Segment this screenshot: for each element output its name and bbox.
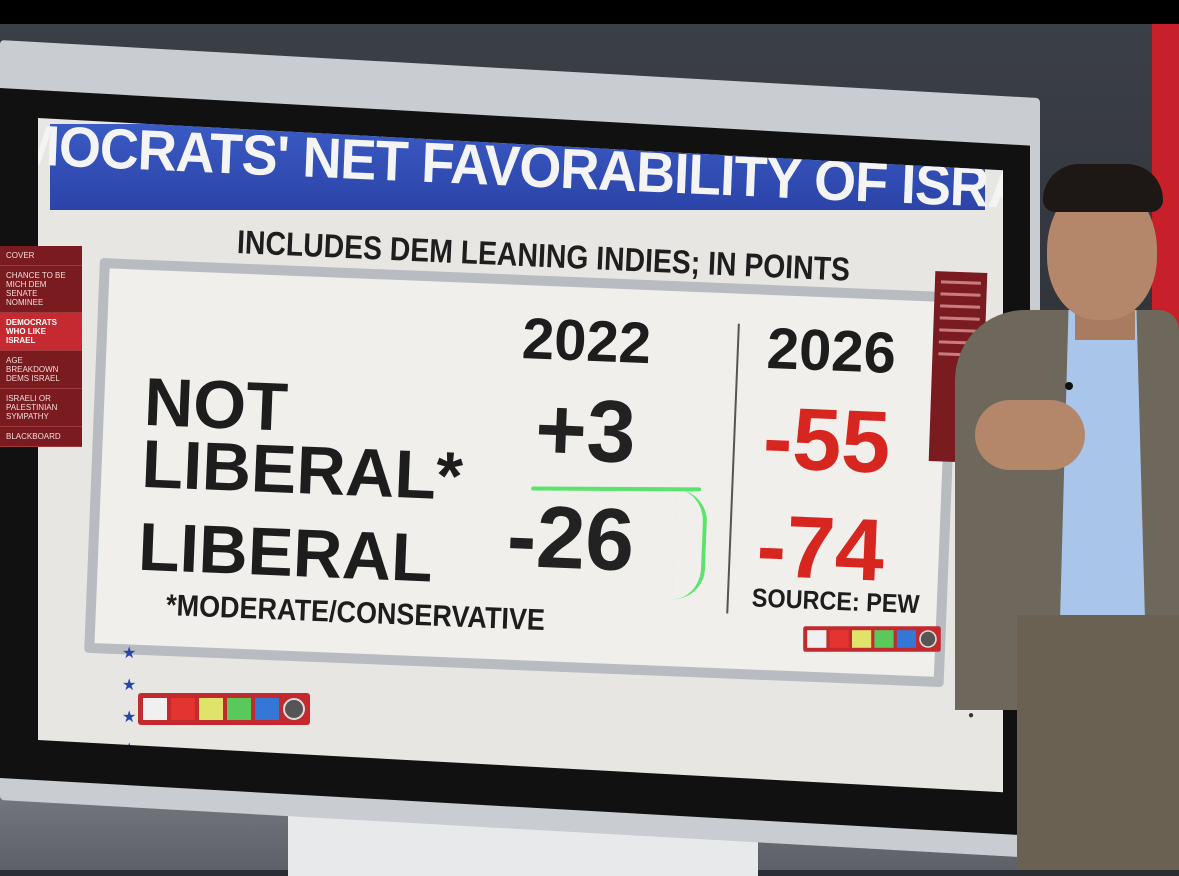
row-label-not-liberal-line2: LIBERAL* <box>140 425 465 515</box>
presenter-pants <box>1017 615 1179 870</box>
menu-item-age-breakdown[interactable]: AGE BREAKDOWN DEMS ISRAEL <box>0 351 82 389</box>
year-2026-header: 2026 <box>765 315 898 386</box>
side-navigation-menu: COVER CHANCE TO BE MICH DEM SENATE NOMIN… <box>0 246 82 447</box>
red-swatch[interactable] <box>171 698 195 720</box>
footnote: *MODERATE/CONSERVATIVE <box>165 588 546 638</box>
presenter-hair <box>1043 164 1163 212</box>
presenter-hands <box>975 400 1085 470</box>
top-black-bar <box>0 0 1179 24</box>
blue-swatch[interactable] <box>255 698 279 720</box>
presenter-shirt <box>1060 310 1145 620</box>
green-swatch-right[interactable] <box>874 630 894 648</box>
column-divider <box>726 323 740 614</box>
touchscreen-display: DEMOCRATS' NET FAVORABILITY OF ISRAEL IN… <box>38 118 1003 793</box>
blue-swatch-right[interactable] <box>896 630 916 648</box>
menu-item-sympathy[interactable]: ISRAELI OR PALESTINIAN SYMPATHY <box>0 389 82 427</box>
source-label: SOURCE: PEW <box>751 582 921 620</box>
undo-icon[interactable] <box>283 698 305 720</box>
menu-item-mich-senate[interactable]: CHANCE TO BE MICH DEM SENATE NOMINEE <box>0 266 82 313</box>
color-palette-bottom <box>138 693 310 725</box>
yellow-swatch[interactable] <box>199 698 223 720</box>
menu-item-democrats-israel[interactable]: DEMOCRATS WHO LIKE ISRAEL <box>0 313 82 351</box>
yellow-swatch-right[interactable] <box>852 630 872 648</box>
green-annotation-curve <box>671 489 709 601</box>
value-not-liberal-2022: +3 <box>533 378 638 482</box>
value-liberal-2022: -26 <box>505 485 637 590</box>
red-swatch-right[interactable] <box>829 630 849 648</box>
white-swatch-right[interactable] <box>807 630 827 648</box>
year-2022-header: 2022 <box>520 306 653 377</box>
menu-item-blackboard[interactable]: BLACKBOARD <box>0 427 82 447</box>
data-card: 2022 2026 NOT LIBERAL* LIBERAL +3 -55 -2… <box>84 258 960 688</box>
presenter <box>935 160 1179 870</box>
white-swatch[interactable] <box>143 698 167 720</box>
row-label-liberal: LIBERAL <box>136 508 435 597</box>
green-swatch[interactable] <box>227 698 251 720</box>
value-not-liberal-2026: -55 <box>761 387 893 492</box>
menu-item-cover[interactable]: COVER <box>0 246 82 266</box>
lapel-mic-icon <box>1065 382 1073 390</box>
color-palette-right <box>803 626 941 652</box>
